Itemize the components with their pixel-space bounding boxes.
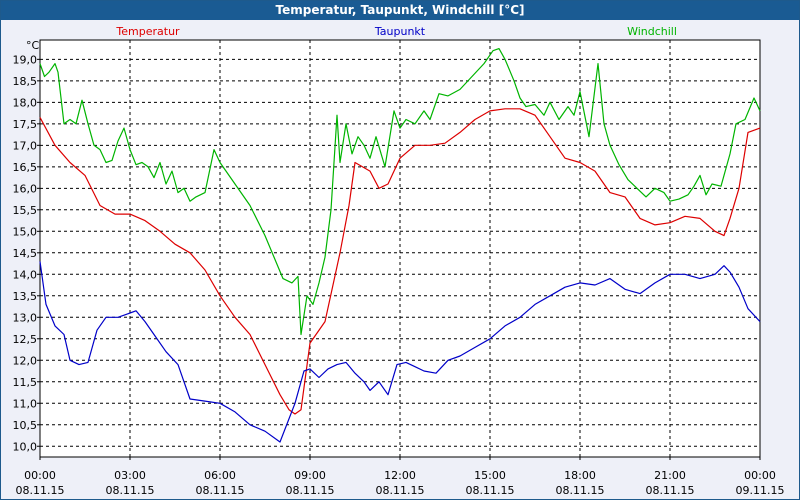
plot-area: [39, 39, 761, 458]
chart-title: Temperatur, Taupunkt, Windchill [°C]: [1, 1, 799, 20]
y-tick-label: 15,0: [13, 225, 38, 238]
y-tick-label: 16,5: [13, 161, 38, 174]
series-lines: [39, 47, 761, 443]
y-tick-label: 14,5: [13, 247, 38, 260]
x-tick-date-label: 08.11.15: [646, 484, 695, 497]
x-tick-date-label: 09.11.15: [736, 484, 785, 497]
x-tick-time-label: 00:00: [24, 469, 56, 482]
grid-lines: [40, 40, 760, 457]
y-tick-label: 15,5: [13, 204, 38, 217]
x-tick-date-label: 08.11.15: [556, 484, 605, 497]
y-tick-label: 18,5: [13, 75, 38, 88]
y-tick-label: 17,0: [13, 139, 38, 152]
x-tick-time-label: 06:00: [204, 469, 236, 482]
y-tick-label: 18,0: [13, 96, 38, 109]
y-tick-label: 13,5: [13, 290, 38, 303]
x-tick-date-label: 08.11.15: [286, 484, 335, 497]
series-line: [39, 261, 761, 443]
x-axis-ticks: 00:00 08.11.15 03:00 08.11.15 06:00 08.11.15 0…: [16, 457, 785, 497]
x-tick-time-label: 21:00: [654, 469, 686, 482]
legend-item: Windchill: [627, 25, 677, 38]
x-tick-time-label: 03:00: [114, 469, 146, 482]
y-tick-label: 11,0: [13, 397, 38, 410]
y-tick-label: 10,0: [13, 440, 38, 453]
y-tick-label: 16,0: [13, 182, 38, 195]
x-tick-date-label: 08.11.15: [376, 484, 425, 497]
legend: Temperatur Taupunkt Windchill: [115, 25, 677, 38]
y-tick-label: 19,0: [13, 53, 38, 66]
y-tick-label: 14,0: [13, 268, 38, 281]
x-tick-date-label: 08.11.15: [466, 484, 515, 497]
x-tick-date-label: 08.11.15: [16, 484, 65, 497]
x-tick-time-label: 09:00: [294, 469, 326, 482]
legend-item: Temperatur: [115, 25, 180, 38]
y-axis-ticks: 10,0 10,5 11,0 11,5 12,0 12,5 13,0 13,5 14,0 14,5…: [13, 53, 40, 453]
x-tick-date-label: 08.11.15: [196, 484, 245, 497]
x-tick-time-label: 15:00: [474, 469, 506, 482]
y-tick-label: 17,5: [13, 118, 38, 131]
y-tick-label: 10,5: [13, 419, 38, 432]
x-tick-time-label: 12:00: [384, 469, 416, 482]
x-tick-time-label: 18:00: [564, 469, 596, 482]
x-tick-time-label: 00:00: [744, 469, 776, 482]
y-tick-label: 11,5: [13, 376, 38, 389]
x-tick-date-label: 08.11.15: [106, 484, 155, 497]
series-line: [39, 47, 761, 336]
legend-item: Taupunkt: [374, 25, 426, 38]
y-tick-label: 13,0: [13, 311, 38, 324]
y-tick-label: 12,0: [13, 354, 38, 367]
y-axis-unit-label: °C: [26, 39, 40, 52]
series-line: [39, 108, 761, 415]
y-tick-label: 12,5: [13, 333, 38, 346]
